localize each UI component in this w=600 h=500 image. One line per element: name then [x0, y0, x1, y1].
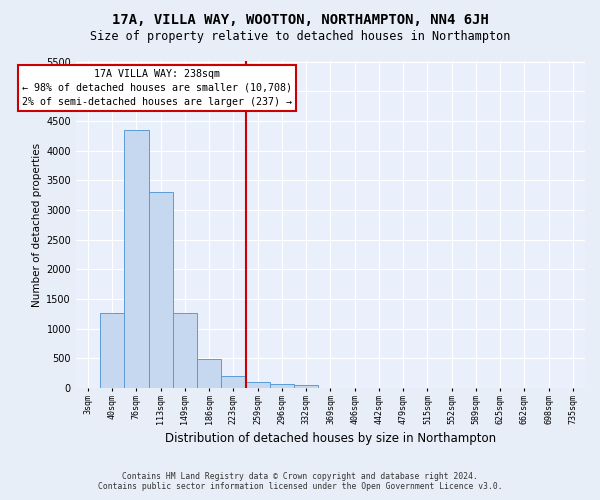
Bar: [270, 384, 294, 388]
Bar: [149, 192, 173, 388]
Bar: [245, 382, 270, 388]
Bar: [221, 376, 245, 388]
Bar: [173, 314, 197, 388]
Bar: [100, 314, 124, 388]
Text: Size of property relative to detached houses in Northampton: Size of property relative to detached ho…: [90, 30, 510, 43]
Text: Contains HM Land Registry data © Crown copyright and database right 2024.
Contai: Contains HM Land Registry data © Crown c…: [98, 472, 502, 491]
Bar: [124, 130, 149, 388]
Text: 17A VILLA WAY: 238sqm
← 98% of detached houses are smaller (10,708)
2% of semi-d: 17A VILLA WAY: 238sqm ← 98% of detached …: [22, 68, 292, 106]
Bar: [197, 359, 221, 388]
X-axis label: Distribution of detached houses by size in Northampton: Distribution of detached houses by size …: [165, 432, 496, 445]
Text: 17A, VILLA WAY, WOOTTON, NORTHAMPTON, NN4 6JH: 17A, VILLA WAY, WOOTTON, NORTHAMPTON, NN…: [112, 12, 488, 26]
Y-axis label: Number of detached properties: Number of detached properties: [32, 142, 42, 307]
Bar: [294, 385, 318, 388]
